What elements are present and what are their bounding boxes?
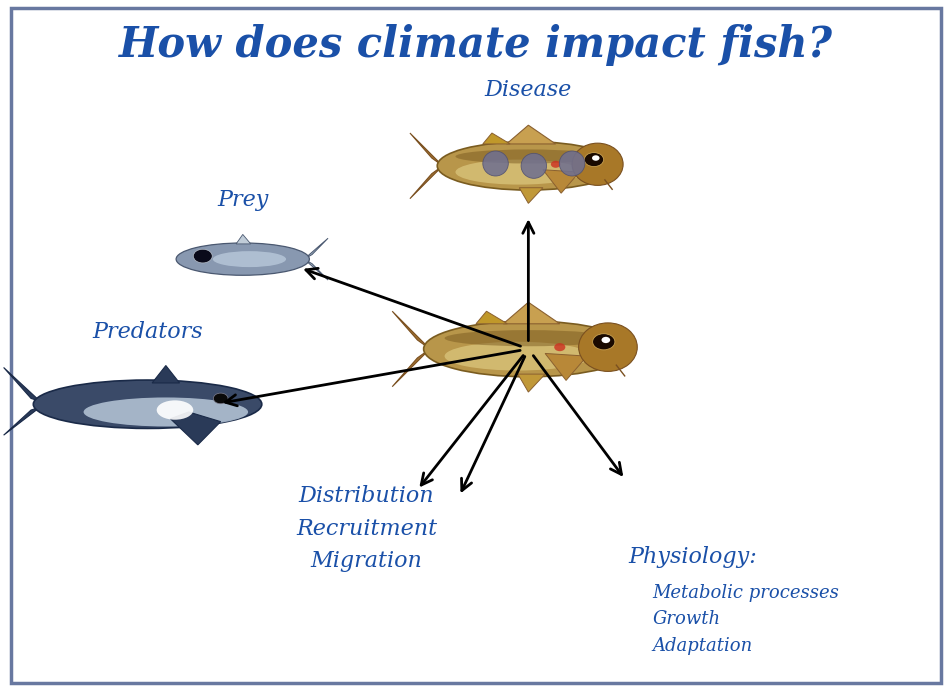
Polygon shape	[504, 302, 560, 324]
Ellipse shape	[521, 153, 546, 178]
Text: Metabolic processes
Growth
Adaptation: Metabolic processes Growth Adaptation	[652, 584, 839, 654]
Text: Prey: Prey	[217, 189, 268, 211]
Polygon shape	[545, 354, 587, 380]
FancyBboxPatch shape	[11, 8, 941, 683]
Polygon shape	[4, 368, 40, 401]
Polygon shape	[152, 366, 180, 383]
Polygon shape	[506, 125, 556, 144]
Ellipse shape	[455, 160, 583, 184]
Ellipse shape	[437, 142, 620, 190]
Ellipse shape	[176, 243, 309, 275]
Ellipse shape	[445, 342, 591, 370]
Polygon shape	[304, 238, 328, 259]
Circle shape	[551, 161, 561, 168]
Ellipse shape	[157, 400, 193, 419]
Text: Disease: Disease	[485, 79, 572, 101]
Polygon shape	[236, 234, 250, 244]
Circle shape	[554, 343, 565, 351]
Text: Physiology:: Physiology:	[628, 546, 757, 568]
Ellipse shape	[572, 143, 624, 185]
Polygon shape	[170, 412, 221, 445]
Ellipse shape	[33, 380, 262, 428]
Polygon shape	[518, 374, 545, 392]
Ellipse shape	[560, 151, 585, 176]
Ellipse shape	[483, 151, 508, 176]
Polygon shape	[4, 407, 40, 435]
Text: Distribution
Recruitment
Migration: Distribution Recruitment Migration	[296, 485, 437, 572]
Circle shape	[602, 337, 610, 343]
Circle shape	[592, 155, 600, 161]
Polygon shape	[410, 133, 443, 166]
Ellipse shape	[212, 251, 286, 267]
Ellipse shape	[445, 330, 612, 346]
Text: Predators: Predators	[92, 321, 203, 343]
Circle shape	[592, 334, 615, 350]
Polygon shape	[543, 170, 580, 193]
Polygon shape	[519, 188, 543, 203]
Ellipse shape	[84, 397, 248, 426]
Ellipse shape	[579, 323, 637, 372]
Circle shape	[585, 153, 604, 167]
Polygon shape	[392, 311, 430, 349]
Circle shape	[213, 393, 228, 404]
Polygon shape	[410, 166, 443, 199]
Text: How does climate impact fish?: How does climate impact fish?	[119, 24, 833, 66]
Circle shape	[193, 249, 212, 263]
Ellipse shape	[455, 149, 602, 164]
Polygon shape	[304, 259, 328, 280]
Polygon shape	[476, 311, 507, 324]
Polygon shape	[483, 133, 510, 144]
Polygon shape	[392, 349, 430, 387]
Ellipse shape	[424, 321, 633, 377]
